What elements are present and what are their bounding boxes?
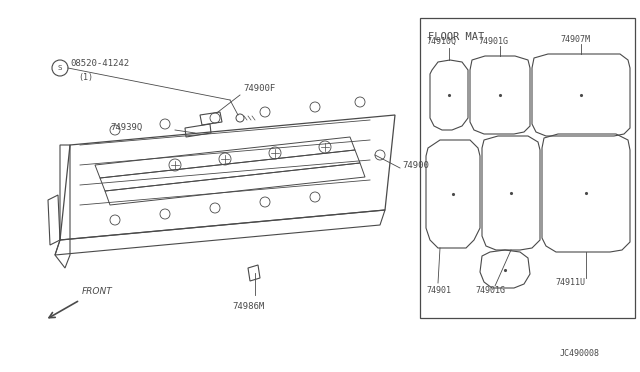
Text: JC490008: JC490008 [560,349,600,358]
Bar [420,18,635,318]
Text: 74900: 74900 [402,160,429,170]
Text: 74907M: 74907M [560,35,590,44]
Text: 74900F: 74900F [243,83,275,93]
Text: S: S [58,65,62,71]
Text: 74901: 74901 [426,286,451,295]
Text: 74901G: 74901G [478,37,508,46]
Text: (1): (1) [78,73,93,81]
Text: 74910Q: 74910Q [426,37,456,46]
Text: 74986M: 74986M [232,302,264,311]
Text: FLOOR MAT: FLOOR MAT [428,32,484,42]
Text: FRONT: FRONT [82,287,113,296]
Text: 74901G: 74901G [475,286,505,295]
Text: 74939Q: 74939Q [110,122,142,131]
Text: 74911U: 74911U [555,278,585,287]
Text: 08520-41242: 08520-41242 [70,58,129,67]
